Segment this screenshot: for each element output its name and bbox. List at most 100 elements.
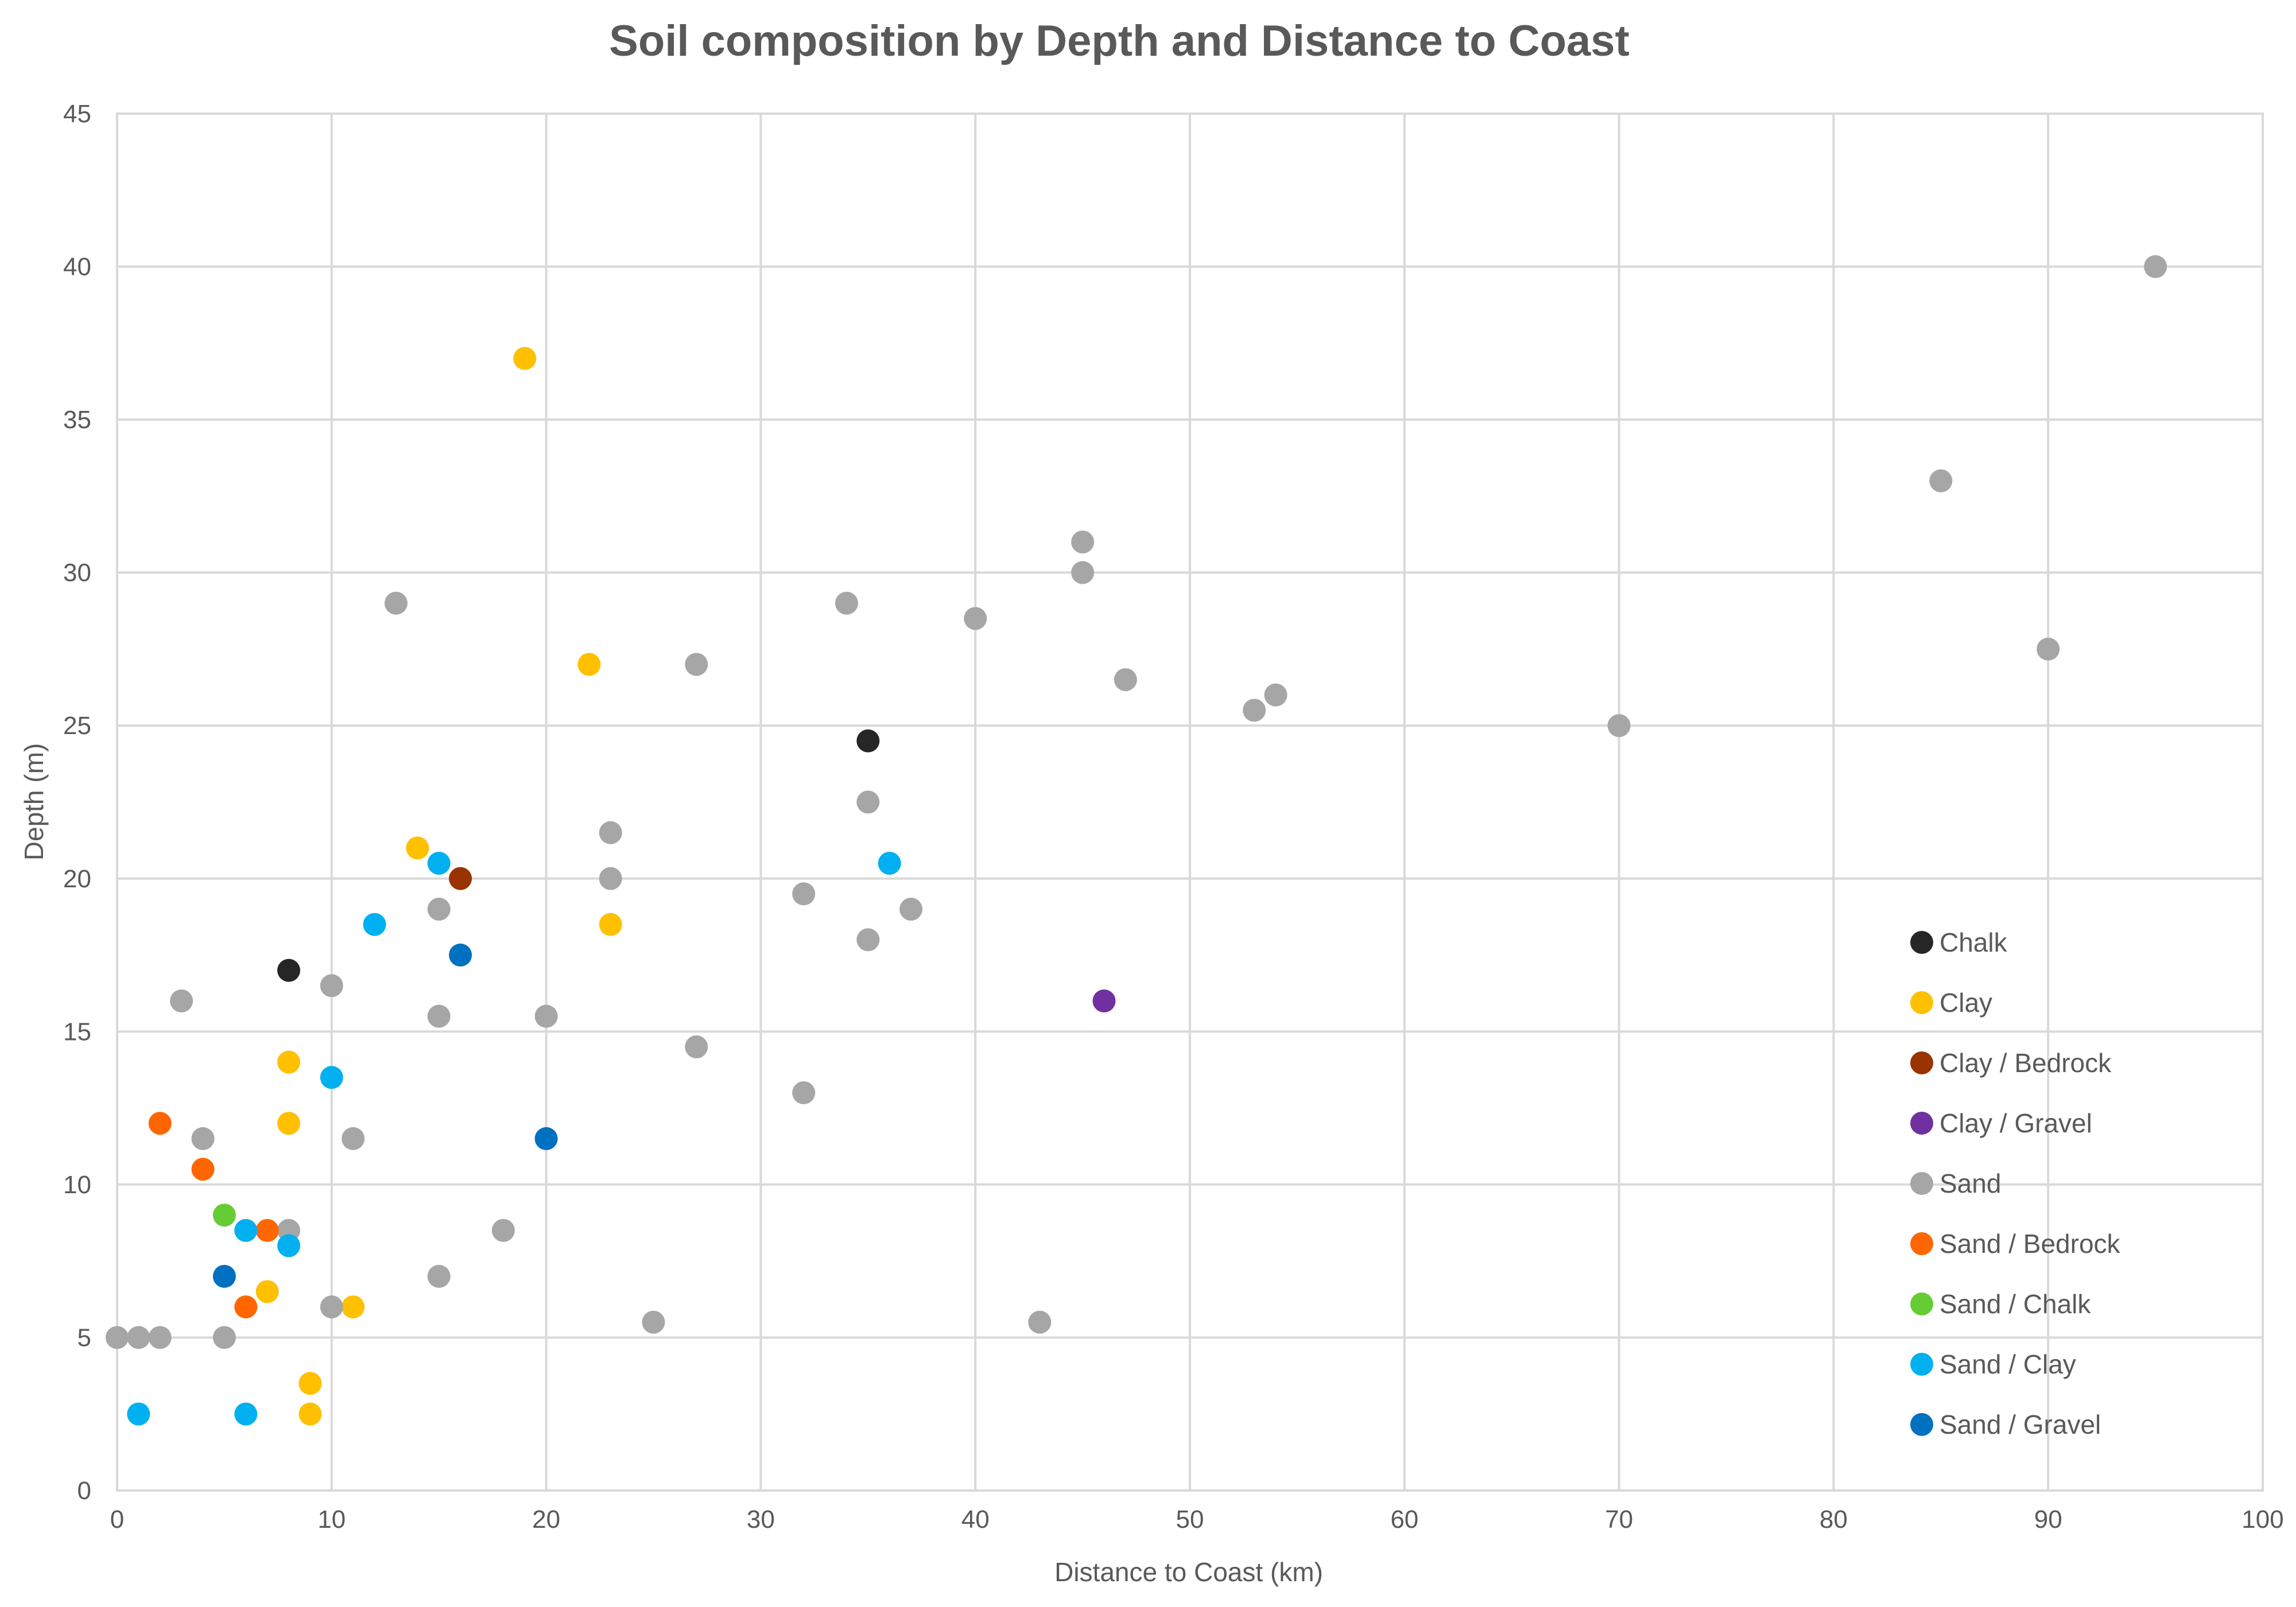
legend-label: Sand / Gravel xyxy=(1940,1410,2101,1439)
y-axis-tick-labels: 0 5 10 15 20 25 30 35 40 45 xyxy=(63,100,91,1505)
data-point xyxy=(427,1264,451,1288)
legend-label: Clay / Gravel xyxy=(1940,1108,2092,1138)
legend-item: Clay xyxy=(1910,988,1992,1018)
data-point xyxy=(792,1081,816,1104)
data-point xyxy=(856,928,880,952)
series-sand-chalk xyxy=(212,1204,236,1227)
data-point xyxy=(1092,989,1116,1013)
data-point xyxy=(878,852,901,875)
data-point xyxy=(363,913,386,936)
legend-item: Chalk xyxy=(1910,927,2008,957)
x-tick-label: 90 xyxy=(2034,1505,2062,1534)
y-tick-label: 0 xyxy=(77,1477,91,1505)
data-point xyxy=(298,1372,322,1395)
y-tick-label: 15 xyxy=(63,1018,91,1046)
x-axis-tick-labels: 0 10 20 30 40 50 60 70 80 90 100 xyxy=(110,1505,2284,1534)
data-point xyxy=(1114,668,1137,692)
y-tick-label: 25 xyxy=(63,712,91,740)
x-tick-label: 30 xyxy=(747,1505,775,1534)
data-point xyxy=(212,1264,236,1288)
legend-label: Sand / Chalk xyxy=(1940,1289,2091,1319)
data-point xyxy=(856,790,880,814)
y-tick-label: 35 xyxy=(63,406,91,434)
data-points xyxy=(106,255,2167,1426)
y-tick-label: 10 xyxy=(63,1171,91,1199)
legend-label: Clay xyxy=(1940,988,1992,1018)
data-point xyxy=(642,1310,665,1334)
legend-label: Clay / Bedrock xyxy=(1940,1048,2112,1078)
data-point xyxy=(255,1218,279,1242)
series-clay xyxy=(255,347,622,1426)
series-clay-gravel xyxy=(1092,989,1116,1013)
legend-marker xyxy=(1910,1353,1933,1376)
y-tick-label: 40 xyxy=(63,253,91,281)
data-point xyxy=(191,1127,215,1150)
x-tick-label: 60 xyxy=(1390,1505,1418,1534)
legend-marker xyxy=(1910,1232,1933,1255)
legend-item: Sand xyxy=(1910,1169,2001,1198)
x-tick-label: 10 xyxy=(317,1505,346,1534)
x-tick-label: 40 xyxy=(961,1505,990,1534)
data-point xyxy=(2144,255,2167,278)
data-point xyxy=(1071,530,1095,554)
legend-marker xyxy=(1910,1112,1933,1135)
data-point xyxy=(1071,561,1095,584)
y-axis-title: Depth (m) xyxy=(19,743,49,860)
data-point xyxy=(234,1402,258,1426)
data-point xyxy=(899,898,923,921)
data-point xyxy=(427,852,451,875)
data-point xyxy=(127,1402,150,1426)
data-point xyxy=(320,974,343,997)
y-tick-label: 5 xyxy=(77,1323,91,1352)
data-point xyxy=(106,1326,129,1349)
y-tick-label: 30 xyxy=(63,559,91,587)
x-axis-title: Distance to Coast (km) xyxy=(1054,1557,1323,1587)
data-point xyxy=(212,1326,236,1349)
legend-marker xyxy=(1910,931,1933,954)
data-point xyxy=(599,913,622,936)
data-point xyxy=(599,821,622,844)
legend-item: Sand / Bedrock xyxy=(1910,1229,2121,1259)
data-point xyxy=(342,1127,365,1150)
data-point xyxy=(534,1127,558,1150)
y-tick-label: 45 xyxy=(63,100,91,128)
data-point xyxy=(685,1035,708,1058)
data-point xyxy=(320,1066,343,1089)
data-point xyxy=(406,836,429,860)
data-point xyxy=(449,867,472,890)
data-point xyxy=(835,591,858,615)
legend-label: Sand / Bedrock xyxy=(1940,1229,2121,1259)
data-point xyxy=(577,653,601,676)
data-point xyxy=(191,1158,215,1181)
data-point xyxy=(320,1295,343,1319)
data-point xyxy=(2037,637,2060,661)
data-point xyxy=(277,1112,301,1135)
chart-title: Soil composition by Depth and Distance t… xyxy=(609,17,1630,65)
data-point xyxy=(534,1004,558,1028)
legend-label: Sand xyxy=(1940,1169,2001,1198)
data-point xyxy=(148,1326,172,1349)
legend-marker xyxy=(1910,1413,1933,1436)
plot-area-border xyxy=(116,112,2264,1492)
legend-marker xyxy=(1910,1172,1933,1195)
series-sand-clay xyxy=(127,852,901,1426)
legend-label: Chalk xyxy=(1940,927,2008,957)
data-point xyxy=(234,1295,258,1319)
data-point xyxy=(1264,683,1287,707)
data-point xyxy=(170,989,193,1013)
legend-item: Sand / Chalk xyxy=(1910,1289,2091,1319)
legend-item: Clay / Gravel xyxy=(1910,1108,2092,1138)
legend-label: Sand / Clay xyxy=(1940,1349,2076,1379)
series-sand-bedrock xyxy=(148,1112,279,1319)
data-point xyxy=(277,958,301,982)
data-point xyxy=(491,1218,515,1242)
data-point xyxy=(384,591,408,615)
legend-marker xyxy=(1910,1051,1933,1074)
data-point xyxy=(1243,698,1266,722)
legend-item: Sand / Gravel xyxy=(1910,1410,2101,1439)
data-point xyxy=(792,882,816,906)
data-point xyxy=(964,607,987,630)
legend: Chalk Clay Clay / Bedrock Clay / Gravel Sand… xyxy=(1910,927,2121,1439)
data-point xyxy=(277,1050,301,1074)
